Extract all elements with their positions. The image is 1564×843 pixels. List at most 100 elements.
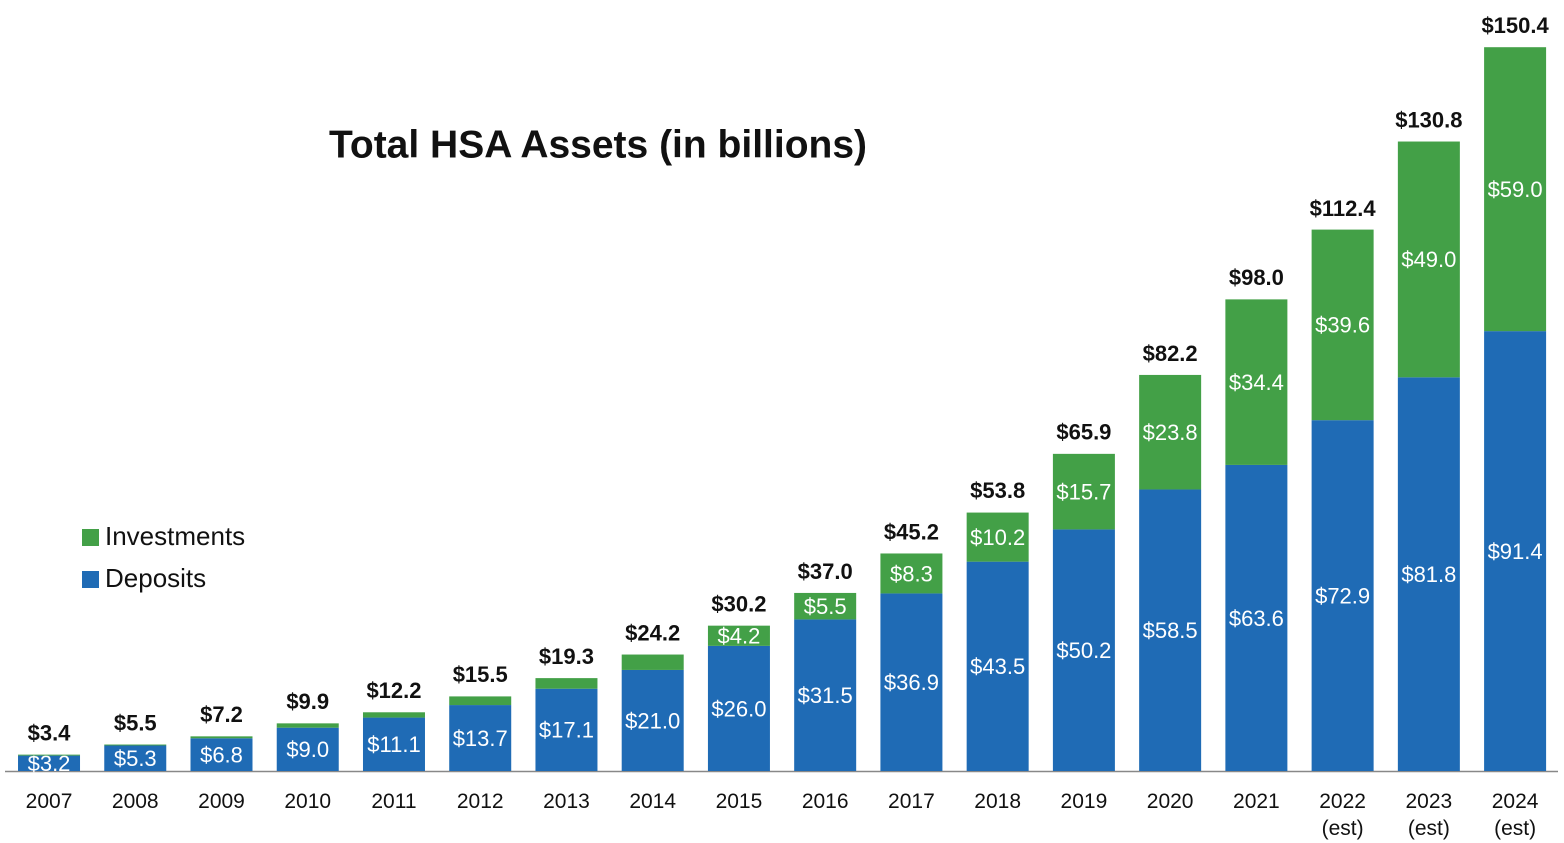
value-label: $58.5 (1143, 618, 1198, 643)
value-label: $6.8 (200, 742, 243, 767)
bar-segment (104, 744, 167, 746)
x-tick-label: 2012 (456, 790, 504, 813)
x-tick-label: 2021 (1233, 790, 1280, 813)
bar-segment (707, 645, 770, 771)
bar-segment (880, 553, 943, 594)
value-label: $31.5 (798, 683, 853, 708)
value-label: $50.2 (1056, 638, 1111, 663)
bar-segment (535, 688, 598, 771)
x-tick-label: 2022 (est) (1319, 790, 1366, 840)
x-tick-label: 2008 (111, 790, 159, 813)
chart-title: Total HSA Assets (in billions) (329, 123, 867, 166)
total-label: $3.4 (28, 720, 72, 745)
bar-segment (276, 723, 339, 728)
value-label: $9.0 (286, 737, 329, 762)
bar-segment (535, 678, 598, 689)
value-label: $8.3 (890, 561, 933, 586)
x-tick-label: 2024 (est) (1491, 790, 1539, 840)
bar-segment (880, 593, 943, 771)
total-label: $130.8 (1395, 107, 1462, 132)
bar-segment (1225, 299, 1288, 465)
bar-segment (966, 561, 1029, 771)
value-label: $5.5 (804, 594, 847, 619)
bar-segment (794, 592, 857, 620)
value-label: $15.7 (1056, 479, 1111, 504)
bar-segment (276, 727, 339, 771)
bar-segment (794, 619, 857, 771)
value-label: $91.4 (1488, 539, 1543, 564)
bar-segment (449, 705, 512, 771)
x-tick-label: 2007 (25, 790, 73, 813)
x-tick-label: 2016 (801, 790, 849, 813)
total-label: $37.0 (798, 559, 853, 584)
value-label: $5.3 (114, 746, 157, 771)
value-label: $49.0 (1401, 247, 1456, 272)
legend-label: Investments (105, 521, 245, 551)
bar-segment (621, 669, 684, 771)
total-label: $53.8 (970, 478, 1025, 503)
total-label: $24.2 (625, 620, 680, 645)
value-label: $13.7 (453, 726, 508, 751)
x-tick-label: 2009 (198, 790, 245, 813)
bar-segment (621, 654, 684, 670)
value-label: $59.0 (1488, 177, 1543, 202)
legend-swatch (82, 571, 99, 588)
bar-segment (104, 745, 167, 771)
bar-segment (362, 717, 425, 771)
x-tick-label: 2019 (1060, 790, 1108, 813)
bar-segment (1311, 229, 1374, 421)
bar-segment (1225, 464, 1288, 771)
total-label: $7.2 (200, 702, 243, 727)
bar-segment (18, 755, 81, 771)
x-tick-label: 2017 (888, 790, 935, 813)
bar-segment (1139, 374, 1202, 490)
bar-segment (1052, 453, 1115, 530)
value-label: $26.0 (711, 696, 766, 721)
legend-label: Deposits (105, 563, 206, 593)
bar-segment (707, 625, 770, 646)
total-label: $112.4 (1310, 196, 1377, 221)
bar-segment (362, 712, 425, 718)
value-label: $23.8 (1143, 420, 1198, 445)
bar-segment (1397, 141, 1460, 378)
total-label: $98.0 (1229, 265, 1284, 290)
legend-swatch (82, 529, 99, 546)
value-label: $4.2 (718, 624, 761, 649)
x-tick-label: 2020 (1146, 790, 1194, 813)
bar-segment (966, 512, 1029, 562)
total-label: $150.4 (1481, 13, 1549, 38)
x-tick-label: 2011 (371, 790, 417, 813)
total-label: $19.3 (539, 644, 594, 669)
total-label: $45.2 (884, 519, 939, 544)
bar-segment (190, 736, 253, 739)
value-label: $11.1 (367, 732, 420, 757)
x-tick-label: 2014 (629, 790, 677, 813)
value-label: $81.8 (1401, 562, 1456, 587)
total-label: $5.5 (114, 710, 157, 735)
value-label: $10.2 (970, 525, 1025, 550)
bar-segment (18, 754, 81, 756)
total-label: $15.5 (453, 662, 508, 687)
total-label: $82.2 (1143, 341, 1198, 366)
x-tick-label: 2013 (543, 790, 590, 813)
value-label: $34.4 (1229, 370, 1284, 395)
bar-segment (449, 696, 512, 706)
bar-segment (1052, 529, 1115, 771)
total-label: $65.9 (1056, 420, 1111, 445)
value-label: $17.1 (539, 718, 594, 743)
value-label: $43.5 (970, 654, 1025, 679)
bar-segment (1311, 420, 1374, 771)
bar-segment (1139, 489, 1202, 771)
x-tick-label: 2018 (974, 790, 1022, 813)
bar-segment (1397, 377, 1460, 771)
value-label: $39.6 (1315, 313, 1370, 338)
bar-segment (190, 738, 253, 771)
bar-segment (1484, 331, 1547, 771)
value-label: $36.9 (884, 670, 939, 695)
value-label: $72.9 (1315, 583, 1370, 608)
value-label: $63.6 (1229, 606, 1284, 631)
value-label: $21.0 (625, 708, 680, 733)
x-tick-label: 2015 (715, 790, 763, 813)
